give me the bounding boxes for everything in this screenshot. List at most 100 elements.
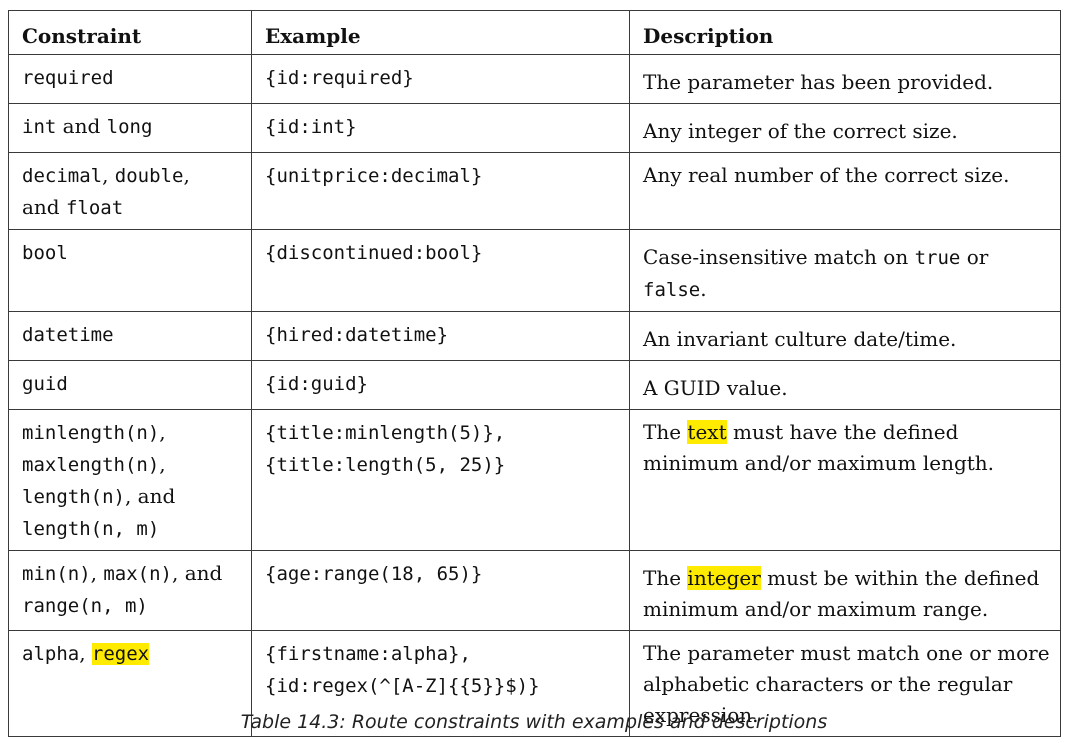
code-text: {unitprice:decimal} (265, 165, 483, 187)
code-text: {id:int} (265, 116, 357, 138)
table-row: minlength(n), maxlength(n), length(n), and… (8, 409, 1061, 551)
cell-text: minimum and/or maximum range. (643, 597, 989, 621)
code-text: {id:guid} (265, 373, 368, 395)
code-text: {title:length(5, 25)} (265, 454, 506, 476)
code-text: range(n, m) (22, 595, 148, 617)
example-cell: {age:range(18, 65)} (251, 550, 630, 631)
code-text: false (643, 279, 701, 301)
code-text: regex (91, 643, 150, 665)
code-text: {firstname:alpha}, (265, 643, 471, 665)
constraint-cell: bool (8, 229, 252, 312)
header-description: Description (629, 10, 1061, 55)
example-cell: {id:guid} (251, 360, 630, 410)
table-row: guid {id:guid} A GUID value. (8, 360, 1061, 410)
example-cell: {firstname:alpha}, {id:regex(^[A-Z]{{5}}$… (251, 630, 630, 737)
cell-text: . (700, 277, 707, 301)
constraint-cell: required (8, 54, 252, 104)
code-text: max(n) (103, 563, 172, 585)
cell-text: or (960, 245, 989, 269)
table-row: int and long {id:int} Any integer of the c… (8, 103, 1061, 153)
code-text: {hired:datetime} (265, 324, 449, 346)
code-text: required (22, 67, 114, 89)
code-text: int (22, 116, 57, 138)
cell-text: integer (687, 566, 761, 590)
code-text: alpha (22, 643, 80, 665)
example-cell: {discontinued:bool} (251, 229, 630, 312)
code-text: double (114, 165, 184, 187)
constraint-cell: decimal, double, and float (8, 152, 252, 230)
code-text: minlength(n) (22, 422, 160, 444)
code-text: maxlength(n) (22, 454, 160, 476)
header-constraint: Constraint (8, 10, 252, 55)
table-body: required {id:required} The parameter has b… (8, 54, 1061, 737)
cell-text: The parameter has been provided. (643, 70, 994, 94)
cell-text: must be within the defined (760, 566, 1040, 590)
cell-text: minimum and/or maximum length. (643, 451, 995, 475)
constraint-cell: int and long (8, 103, 252, 153)
cell-text: The (643, 566, 688, 590)
code-text: guid (22, 373, 68, 395)
description-cell: Any integer of the correct size. (629, 103, 1061, 153)
cell-text: Case-insensitive match on (643, 245, 915, 269)
description-cell: A GUID value. (629, 360, 1061, 410)
table-row: decimal, double, and float {unitprice:deci… (8, 152, 1061, 230)
cell-text: An invariant culture date/time. (643, 327, 957, 351)
code-text: {age:range(18, 65)} (265, 563, 483, 585)
code-text: {id:regex(^[A-Z]{{5}}$)} (265, 675, 540, 697)
constraint-cell: minlength(n), maxlength(n), length(n), and… (8, 409, 252, 551)
cell-text: , (183, 163, 190, 187)
code-text: length(n) (22, 486, 125, 508)
cell-text: and (56, 114, 107, 138)
code-text: {discontinued:bool} (265, 242, 483, 264)
cell-text: , (159, 452, 166, 476)
table-row: alpha, regex {firstname:alpha}, {id:regex(… (8, 630, 1061, 737)
cell-text: alphabetic characters or the regular (643, 672, 1013, 696)
cell-text: text (687, 420, 727, 444)
route-constraints-table: Constraint Example Description required {… (8, 10, 1061, 737)
constraint-cell: guid (8, 360, 252, 410)
description-cell: Case-insensitive match on true or false. (629, 229, 1061, 312)
cell-text: A GUID value. (643, 376, 788, 400)
cell-text: The parameter must match one or more (643, 641, 1050, 665)
cell-text: and (22, 195, 66, 219)
code-text: {id:required} (265, 67, 414, 89)
table-row: datetime {hired:datetime} An invariant cul… (8, 311, 1061, 361)
constraint-cell: alpha, regex (8, 630, 252, 737)
example-cell: {unitprice:decimal} (251, 152, 630, 230)
table-caption: Table 14.3: Route constraints with examp… (240, 711, 828, 733)
example-cell: {id:int} (251, 103, 630, 153)
code-text: {title:minlength(5)}, (265, 422, 506, 444)
cell-text: , (90, 561, 104, 585)
code-text: long (106, 116, 153, 138)
table-row: required {id:required} The parameter has b… (8, 54, 1061, 104)
description-cell: The parameter has been provided. (629, 54, 1061, 104)
description-cell: Any real number of the correct size. (629, 152, 1061, 230)
cell-text: , (79, 641, 92, 665)
example-cell: {title:minlength(5)}, {title:length(5, 25… (251, 409, 630, 551)
cell-text: Any integer of the correct size. (643, 119, 958, 143)
code-text: datetime (22, 324, 114, 346)
description-cell: The integer must be within the defined mi… (629, 550, 1061, 631)
code-text: length(n, m) (22, 518, 160, 540)
cell-text: expression. (643, 703, 759, 727)
table-header-row: Constraint Example Description (8, 10, 1061, 55)
code-text: decimal (22, 165, 103, 187)
description-cell: An invariant culture date/time. (629, 311, 1061, 361)
cell-text: Any real number of the correct size. (643, 163, 1010, 187)
description-cell: The parameter must match one or more alph… (629, 630, 1061, 737)
cell-text: must have the defined (726, 420, 959, 444)
table-row: bool {discontinued:bool} Case-insensitive … (8, 229, 1061, 312)
description-cell: The text must have the defined minimum an… (629, 409, 1061, 551)
constraint-cell: datetime (8, 311, 252, 361)
example-cell: {id:required} (251, 54, 630, 104)
header-example: Example (251, 10, 630, 55)
cell-text: , (159, 420, 166, 444)
cell-text: , and (124, 484, 176, 508)
example-cell: {hired:datetime} (251, 311, 630, 361)
table-row: min(n), max(n), and range(n, m) {age:range… (8, 550, 1061, 631)
cell-text: The (643, 420, 688, 444)
code-text: true (914, 247, 961, 269)
code-text: bool (22, 242, 68, 264)
cell-text: , (102, 163, 115, 187)
constraint-cell: min(n), max(n), and range(n, m) (8, 550, 252, 631)
